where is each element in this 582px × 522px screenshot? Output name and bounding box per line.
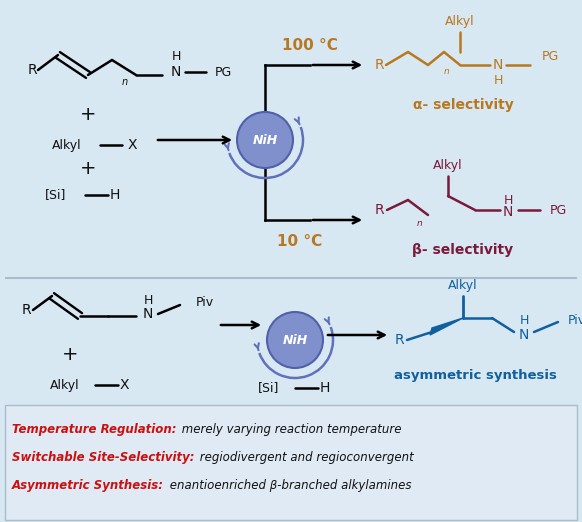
Text: Switchable Site-Selectivity:: Switchable Site-Selectivity: [12, 452, 194, 465]
Text: NiH: NiH [253, 134, 278, 147]
Text: Alkyl: Alkyl [50, 378, 80, 392]
FancyBboxPatch shape [5, 405, 577, 520]
Text: Alkyl: Alkyl [448, 279, 478, 291]
Text: n: n [122, 77, 128, 87]
Text: +: + [80, 105, 96, 125]
Polygon shape [430, 318, 463, 335]
Circle shape [267, 312, 323, 368]
Text: regiodivergent and regioconvergent: regiodivergent and regioconvergent [197, 452, 414, 465]
Text: merely varying reaction temperature: merely varying reaction temperature [179, 423, 402, 436]
Text: +: + [80, 159, 96, 177]
Text: α- selectivity: α- selectivity [413, 98, 513, 112]
Text: R: R [375, 203, 385, 217]
Text: X: X [128, 138, 137, 152]
Text: R: R [28, 63, 38, 77]
Text: R: R [375, 58, 385, 72]
Text: H: H [320, 381, 330, 395]
Text: PG: PG [550, 204, 567, 217]
Text: 100 °C: 100 °C [282, 38, 338, 53]
Text: H: H [503, 194, 513, 207]
Text: n: n [417, 219, 423, 229]
Text: Alkyl: Alkyl [433, 159, 463, 172]
Text: N: N [519, 328, 529, 342]
Text: [Si]: [Si] [45, 188, 66, 201]
Text: NiH: NiH [282, 334, 308, 347]
Text: asymmetric synthesis: asymmetric synthesis [393, 369, 556, 382]
Text: [Si]: [Si] [258, 382, 279, 395]
Text: N: N [171, 65, 181, 79]
Text: n: n [444, 67, 450, 77]
Text: PG: PG [215, 65, 232, 78]
Text: Alkyl: Alkyl [445, 16, 475, 29]
Text: Asymmetric Synthesis:: Asymmetric Synthesis: [12, 480, 164, 492]
Text: R: R [395, 333, 404, 347]
Text: N: N [503, 205, 513, 219]
Text: Piv: Piv [568, 314, 582, 326]
Text: Alkyl: Alkyl [52, 138, 81, 151]
Circle shape [237, 112, 293, 168]
Text: R: R [22, 303, 31, 317]
Text: β- selectivity: β- selectivity [413, 243, 513, 257]
Text: Temperature Regulation:: Temperature Regulation: [12, 423, 176, 436]
Text: +: + [62, 346, 78, 364]
Text: H: H [171, 50, 180, 63]
Text: H: H [519, 314, 528, 326]
Text: H: H [494, 74, 503, 87]
Text: N: N [143, 307, 153, 321]
Text: H: H [110, 188, 120, 202]
Text: PG: PG [542, 50, 559, 63]
Text: X: X [119, 378, 129, 392]
Text: Piv: Piv [196, 296, 214, 310]
Text: 10 °C: 10 °C [278, 234, 322, 250]
Text: H: H [143, 293, 152, 306]
Text: N: N [493, 58, 503, 72]
Text: enantioenriched β-branched alkylamines: enantioenriched β-branched alkylamines [166, 480, 411, 492]
